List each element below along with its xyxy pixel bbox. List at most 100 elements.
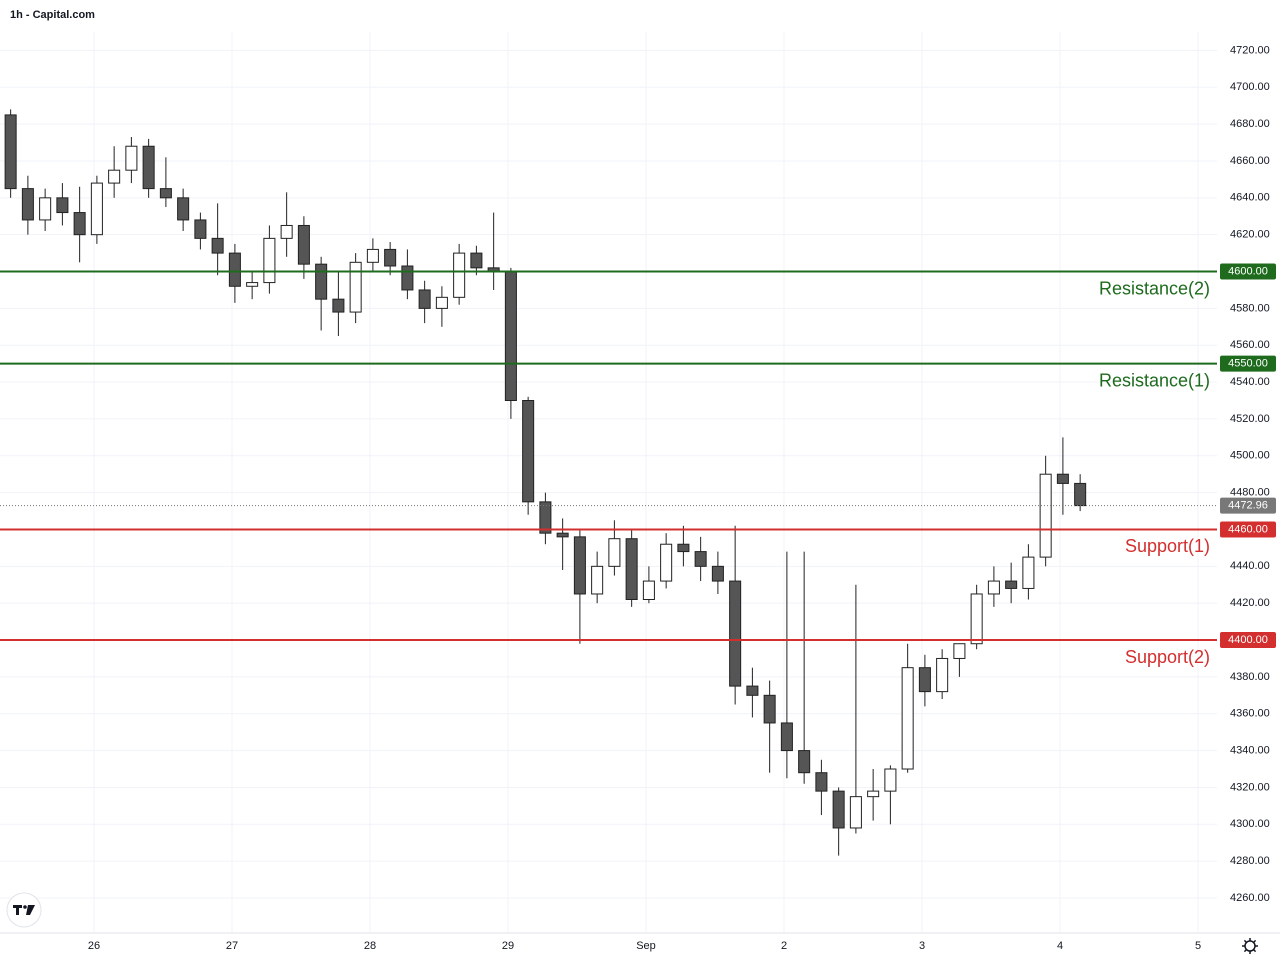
candle-body	[56, 197, 69, 214]
candle-body	[522, 400, 535, 503]
candle-body	[125, 145, 138, 171]
candle-body	[642, 580, 655, 601]
plot-area	[0, 109, 1217, 856]
candle-body	[763, 694, 776, 724]
candle-body	[401, 265, 414, 291]
candle-body	[573, 536, 586, 595]
y-tick-label: 4360.00	[1230, 708, 1270, 720]
price-tag-label: 4400.00	[1228, 634, 1268, 646]
candle-body	[918, 667, 931, 693]
price-tag	[1220, 632, 1276, 649]
logo	[6, 892, 42, 928]
x-tick-label: 5	[1195, 940, 1201, 952]
y-tick-label: 4700.00	[1230, 81, 1270, 93]
x-tick-label: 27	[226, 940, 238, 952]
settings-icon[interactable]	[1242, 938, 1258, 954]
y-tick-label: 4500.00	[1230, 450, 1270, 462]
y-tick-label: 4520.00	[1230, 413, 1270, 425]
candle-body	[608, 538, 621, 567]
y-tick-label: 4680.00	[1230, 118, 1270, 130]
y-tick-label: 4280.00	[1230, 855, 1270, 867]
candle-body	[556, 532, 569, 538]
candle-body	[159, 188, 172, 199]
candle-body	[211, 237, 224, 254]
candle-body	[366, 248, 379, 263]
level-name: Support(2)	[1125, 647, 1210, 667]
x-tick-label: 28	[364, 940, 376, 952]
candle-body	[884, 768, 897, 792]
last-price-label: 4472.96	[1228, 500, 1268, 512]
y-tick-label: 4620.00	[1230, 229, 1270, 241]
candle-body	[987, 580, 1000, 595]
level-name: Resistance(2)	[1099, 278, 1210, 298]
candle-body	[746, 685, 759, 696]
y-tick-label: 4480.00	[1230, 487, 1270, 499]
candle-body	[1005, 580, 1018, 589]
candle-body	[246, 282, 259, 287]
candle-body	[349, 261, 362, 313]
candle-body	[73, 212, 86, 236]
candle-body	[504, 271, 517, 402]
candle-body	[1022, 556, 1035, 589]
x-tick-label: 2	[781, 940, 787, 952]
price-tag-label: 4460.00	[1228, 523, 1268, 535]
x-tick-label: 26	[88, 940, 100, 952]
x-tick-label: Sep	[636, 940, 656, 952]
candle-body	[832, 790, 845, 829]
candle-body	[780, 722, 793, 752]
y-tick-label: 4380.00	[1230, 671, 1270, 683]
y-tick-label: 4300.00	[1230, 818, 1270, 830]
candle-body	[21, 188, 34, 221]
y-tick-label: 4420.00	[1230, 597, 1270, 609]
candle-body	[435, 296, 448, 309]
candle-body	[694, 551, 707, 567]
candle-body	[263, 237, 276, 284]
y-tick-label: 4560.00	[1230, 339, 1270, 351]
candle-body	[970, 593, 983, 645]
y-tick-label: 4580.00	[1230, 302, 1270, 314]
candle-body	[39, 197, 52, 221]
candle-body	[539, 501, 552, 534]
price-tag	[1220, 355, 1276, 372]
candle-body	[1074, 482, 1087, 507]
price-tag	[1220, 521, 1276, 538]
y-tick-label: 4260.00	[1230, 892, 1270, 904]
candle-body	[936, 657, 949, 693]
level-name: Support(1)	[1125, 536, 1210, 556]
y-tick-label: 4540.00	[1230, 376, 1270, 388]
x-tick-label: 29	[502, 940, 514, 952]
candle-body	[815, 772, 828, 792]
candle-body	[4, 114, 17, 190]
y-tick-label: 4660.00	[1230, 155, 1270, 167]
candle-body	[1056, 473, 1069, 484]
candle-body	[1039, 473, 1052, 558]
x-tick-label: 3	[919, 940, 925, 952]
candle-body	[332, 298, 345, 313]
candle-body	[418, 289, 431, 309]
y-tick-label: 4720.00	[1230, 44, 1270, 56]
candle-body	[591, 565, 604, 595]
price-tag-label: 4600.00	[1228, 265, 1268, 277]
candle-body	[677, 543, 690, 553]
y-tick-label: 4340.00	[1230, 744, 1270, 756]
candle-body	[194, 219, 207, 239]
x-tick-label: 4	[1057, 940, 1063, 952]
candle-body	[470, 252, 483, 269]
candle-body	[280, 224, 293, 239]
grid	[0, 32, 1217, 933]
chart-title: 1h - Capital.com	[10, 9, 95, 21]
candle-body	[315, 263, 328, 300]
candle-body	[625, 538, 638, 601]
candle-body	[711, 565, 724, 582]
candle-body	[297, 224, 310, 265]
y-tick-label: 4320.00	[1230, 781, 1270, 793]
candle-body	[90, 182, 103, 236]
y-tick-label: 4440.00	[1230, 560, 1270, 572]
candle-body	[228, 252, 241, 287]
candle-body	[453, 252, 466, 298]
candle-body	[660, 543, 673, 582]
candle-body	[142, 145, 155, 190]
